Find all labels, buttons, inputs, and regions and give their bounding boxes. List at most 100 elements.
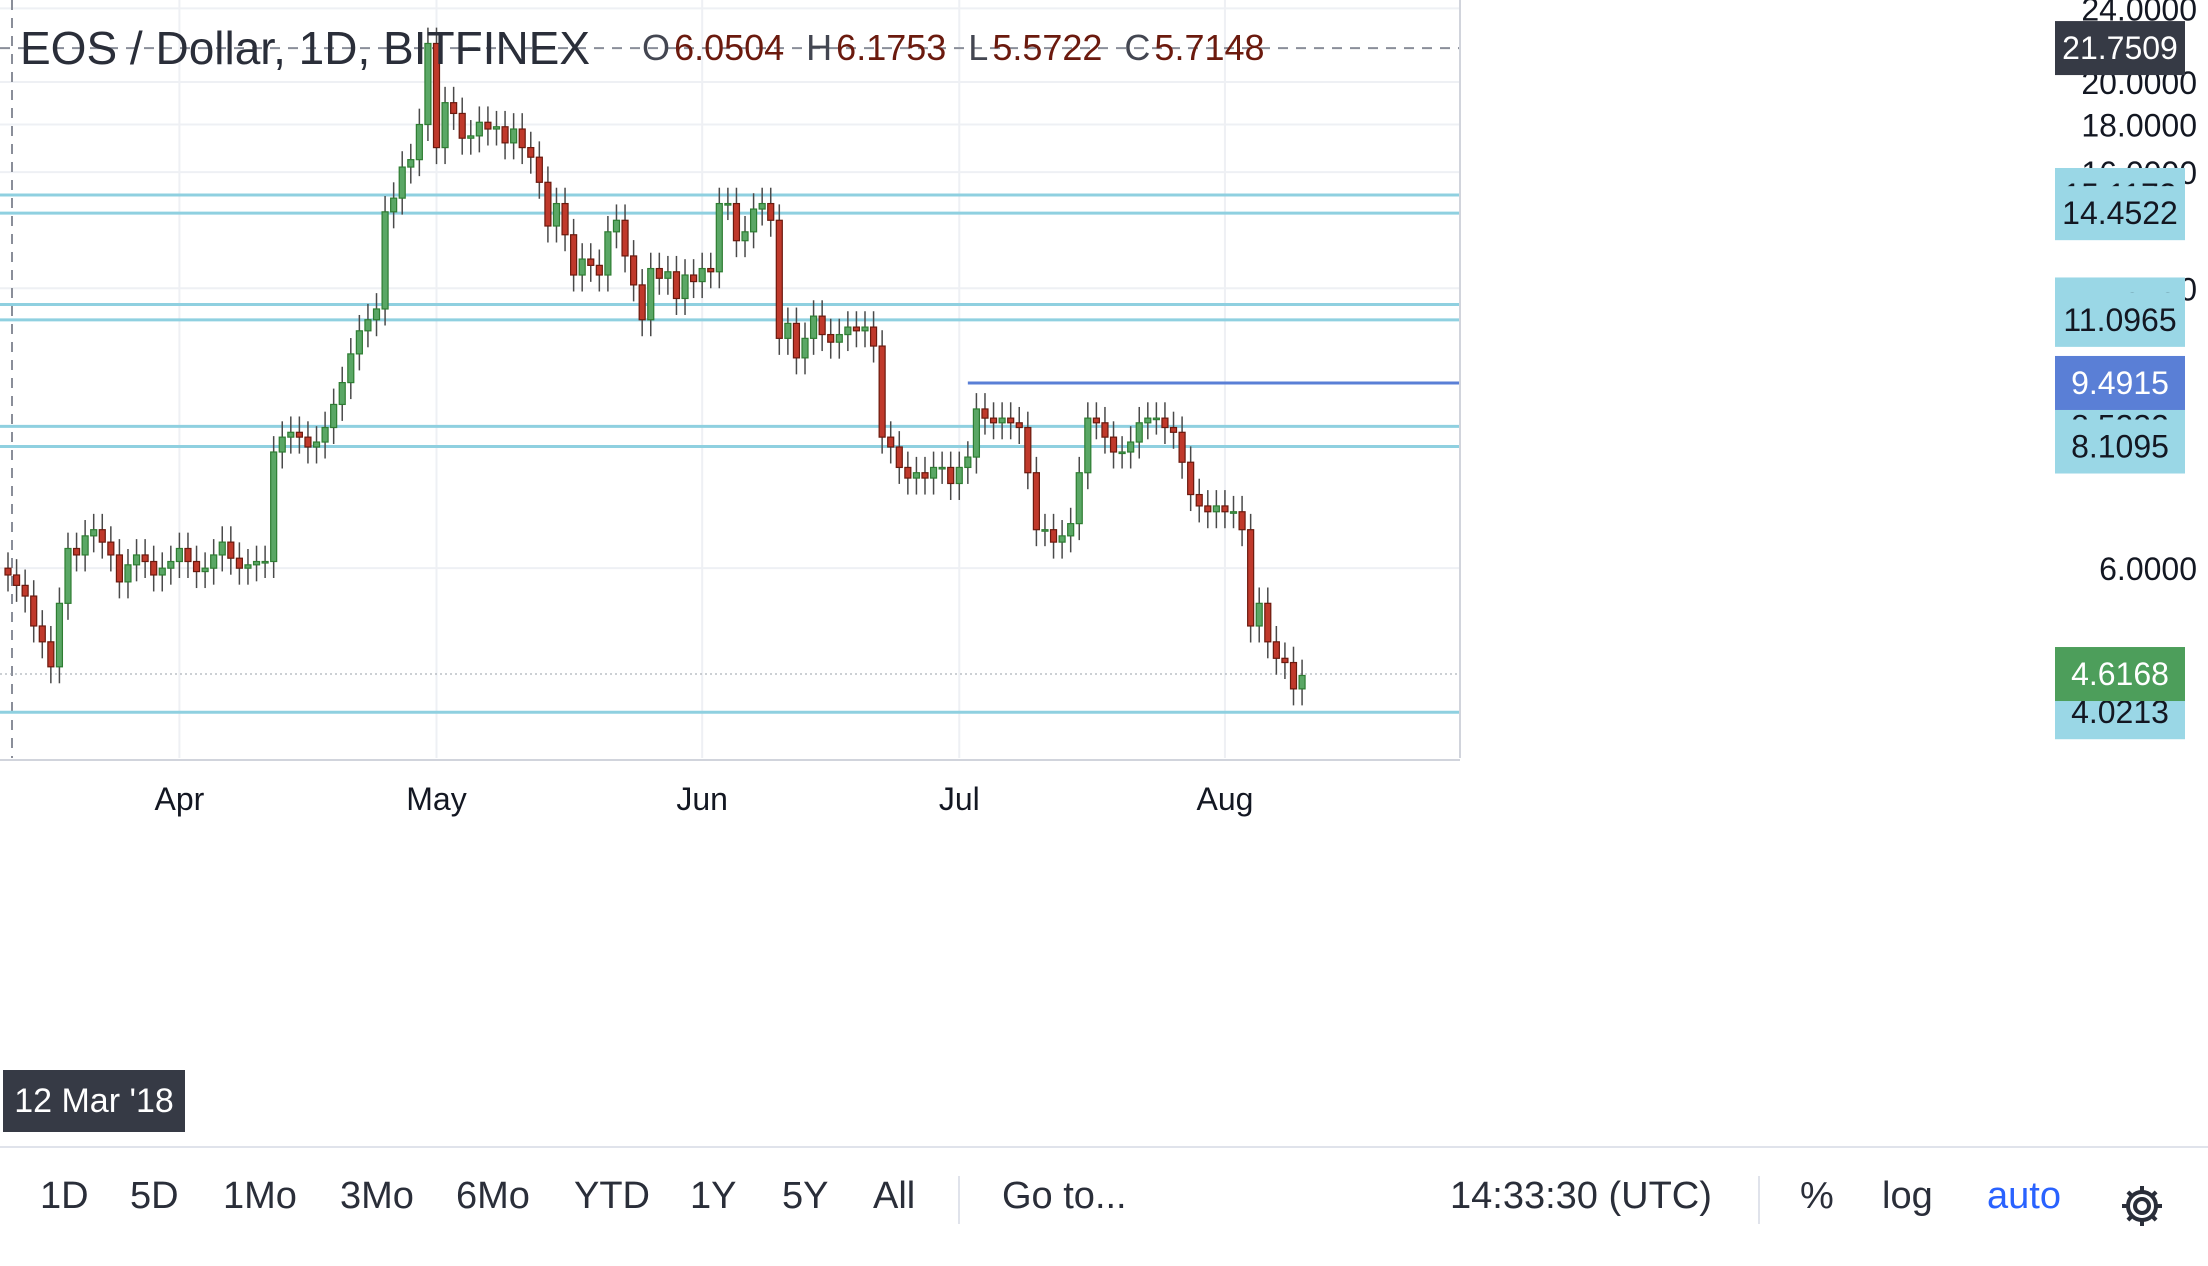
candle-up: [64, 532, 72, 620]
candle-body: [989, 417, 998, 424]
candle-up: [201, 552, 209, 589]
candle-body: [1238, 511, 1246, 531]
price-badge-label: 4.6168: [2071, 656, 2169, 692]
level-price-label: 11.0965: [2055, 292, 2185, 347]
candle-body: [647, 267, 655, 321]
candle-body: [1255, 602, 1263, 627]
candle-body: [775, 219, 783, 339]
candle-down: [852, 311, 861, 348]
candle-body: [98, 529, 106, 543]
range-5d-button[interactable]: 5D: [130, 1175, 179, 1217]
candle-body: [381, 211, 389, 310]
candle-body: [972, 408, 981, 458]
candle-body: [287, 431, 295, 438]
candle-down: [432, 27, 441, 165]
utc-clock[interactable]: 14:33:30 (UTC): [1450, 1175, 1712, 1217]
candle-down: [561, 187, 569, 252]
candle-body: [887, 436, 895, 448]
candle-down: [1015, 406, 1023, 445]
candle-down: [30, 580, 38, 643]
axes: 24.000020.000018.000016.000012.00006.000…: [0, 0, 2197, 817]
candle-body: [295, 431, 303, 438]
candle-down: [107, 526, 115, 572]
range-3mo-button[interactable]: 3Mo: [340, 1175, 414, 1217]
gear-icon[interactable]: [2118, 1170, 2168, 1226]
candle-body: [278, 436, 286, 453]
candle-body: [1024, 426, 1032, 474]
candle-body: [809, 315, 818, 339]
range-all-button[interactable]: All: [873, 1175, 916, 1217]
candle-down: [732, 187, 741, 258]
candle-down: [450, 86, 458, 130]
candle-body: [1032, 472, 1041, 531]
candle-down: [689, 259, 698, 299]
candle-up: [252, 545, 261, 582]
goto-date-button[interactable]: Go to...: [1002, 1175, 1127, 1217]
candle-up: [1298, 659, 1306, 706]
candle-body: [655, 267, 663, 279]
range-5y-button[interactable]: 5Y: [782, 1175, 829, 1217]
candle-body: [501, 126, 509, 144]
candle-body: [55, 602, 64, 668]
auto-scale-button[interactable]: auto: [1987, 1175, 2061, 1217]
candle-body: [201, 567, 209, 573]
candle-down: [1007, 402, 1015, 440]
range-6mo-button[interactable]: 6Mo: [456, 1175, 530, 1217]
candle-up: [475, 106, 483, 153]
horizontal-levels: [0, 193, 1460, 714]
candle-body: [801, 337, 809, 359]
range-1d-button[interactable]: 1D: [40, 1175, 89, 1217]
candle-body: [1075, 472, 1083, 525]
x-tick-label: Jun: [676, 781, 728, 817]
candle-body: [1247, 529, 1255, 627]
candle-up: [1212, 490, 1220, 529]
candle-up: [809, 300, 818, 355]
candle-up: [55, 587, 64, 684]
candle-body: [638, 284, 646, 321]
candle-down: [775, 204, 783, 355]
candle-down: [707, 252, 715, 289]
candle-body: [218, 541, 226, 556]
candle-down: [767, 187, 775, 237]
candle-down: [1187, 446, 1195, 512]
candle-body: [184, 547, 192, 563]
chart-legend: EOS / Dollar, 1D, BITFINEX O 6.0504 H 6.17…: [20, 18, 1265, 78]
candle-body: [492, 126, 501, 130]
candle-body: [1212, 505, 1220, 513]
candle-body: [424, 42, 432, 126]
candle-body: [132, 554, 141, 566]
candle-up: [998, 402, 1006, 440]
candle-up: [715, 187, 723, 289]
candle-body: [981, 408, 989, 419]
candle-body: [398, 166, 406, 199]
level-price-label: 8.1095: [2055, 419, 2185, 474]
candle-body: [1187, 461, 1195, 496]
candle-body: [964, 456, 972, 469]
candle-body: [1264, 602, 1272, 643]
candle-body: [484, 121, 492, 130]
range-ytd-button[interactable]: YTD: [574, 1175, 650, 1217]
range-1mo-button[interactable]: 1Mo: [223, 1175, 297, 1217]
candle-up: [355, 314, 363, 371]
candle-down: [1178, 416, 1186, 479]
candle-down: [1221, 490, 1229, 529]
percent-scale-button[interactable]: %: [1800, 1175, 1834, 1217]
log-scale-button[interactable]: log: [1882, 1175, 1933, 1217]
candle-down: [4, 552, 12, 592]
candle-up: [1084, 402, 1092, 490]
candle-up: [1118, 436, 1126, 469]
candle-up: [604, 215, 612, 292]
candle-up: [175, 532, 183, 578]
price-chart[interactable]: 24.000020.000018.000016.000012.00006.000…: [0, 0, 2208, 1146]
candle-down: [570, 218, 578, 292]
candle-up: [330, 388, 338, 445]
candle-up: [1152, 402, 1160, 435]
candle-body: [347, 353, 355, 384]
candle-body: [107, 541, 115, 556]
candle-down: [544, 166, 552, 243]
candle-up: [441, 86, 449, 165]
range-1y-button[interactable]: 1Y: [690, 1175, 737, 1217]
candle-body: [664, 271, 672, 279]
candle-body: [115, 554, 124, 583]
candle-body: [715, 202, 723, 273]
